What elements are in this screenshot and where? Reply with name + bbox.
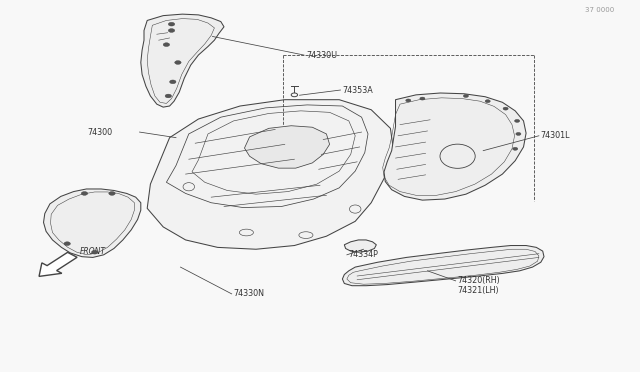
Ellipse shape bbox=[163, 43, 170, 46]
Text: 74301L: 74301L bbox=[541, 131, 570, 140]
Ellipse shape bbox=[463, 94, 468, 97]
Polygon shape bbox=[141, 14, 224, 107]
Ellipse shape bbox=[64, 242, 70, 246]
Ellipse shape bbox=[420, 97, 425, 100]
Ellipse shape bbox=[513, 147, 518, 150]
Polygon shape bbox=[384, 93, 526, 200]
Polygon shape bbox=[342, 246, 544, 286]
Ellipse shape bbox=[516, 132, 521, 135]
Ellipse shape bbox=[92, 250, 98, 254]
Text: 74321(LH): 74321(LH) bbox=[458, 286, 499, 295]
Text: 74330N: 74330N bbox=[234, 289, 264, 298]
Ellipse shape bbox=[503, 107, 508, 110]
Ellipse shape bbox=[170, 80, 176, 84]
Ellipse shape bbox=[109, 192, 115, 195]
Ellipse shape bbox=[406, 99, 411, 102]
Polygon shape bbox=[147, 100, 394, 249]
Text: 74320(RH): 74320(RH) bbox=[458, 276, 500, 285]
Ellipse shape bbox=[485, 100, 490, 103]
Text: 37 0000: 37 0000 bbox=[585, 7, 614, 13]
Ellipse shape bbox=[168, 29, 175, 32]
Ellipse shape bbox=[81, 192, 88, 195]
Text: FRONT: FRONT bbox=[80, 247, 106, 256]
Polygon shape bbox=[344, 240, 376, 252]
Ellipse shape bbox=[165, 94, 172, 98]
Polygon shape bbox=[44, 189, 141, 257]
Text: 74330U: 74330U bbox=[306, 51, 337, 60]
Ellipse shape bbox=[515, 119, 520, 122]
Text: 74300: 74300 bbox=[87, 128, 112, 137]
Ellipse shape bbox=[175, 61, 181, 64]
Ellipse shape bbox=[168, 22, 175, 26]
FancyArrow shape bbox=[39, 252, 77, 276]
Polygon shape bbox=[244, 126, 330, 168]
Text: 74353A: 74353A bbox=[342, 86, 373, 94]
Text: 74334P: 74334P bbox=[349, 250, 379, 259]
